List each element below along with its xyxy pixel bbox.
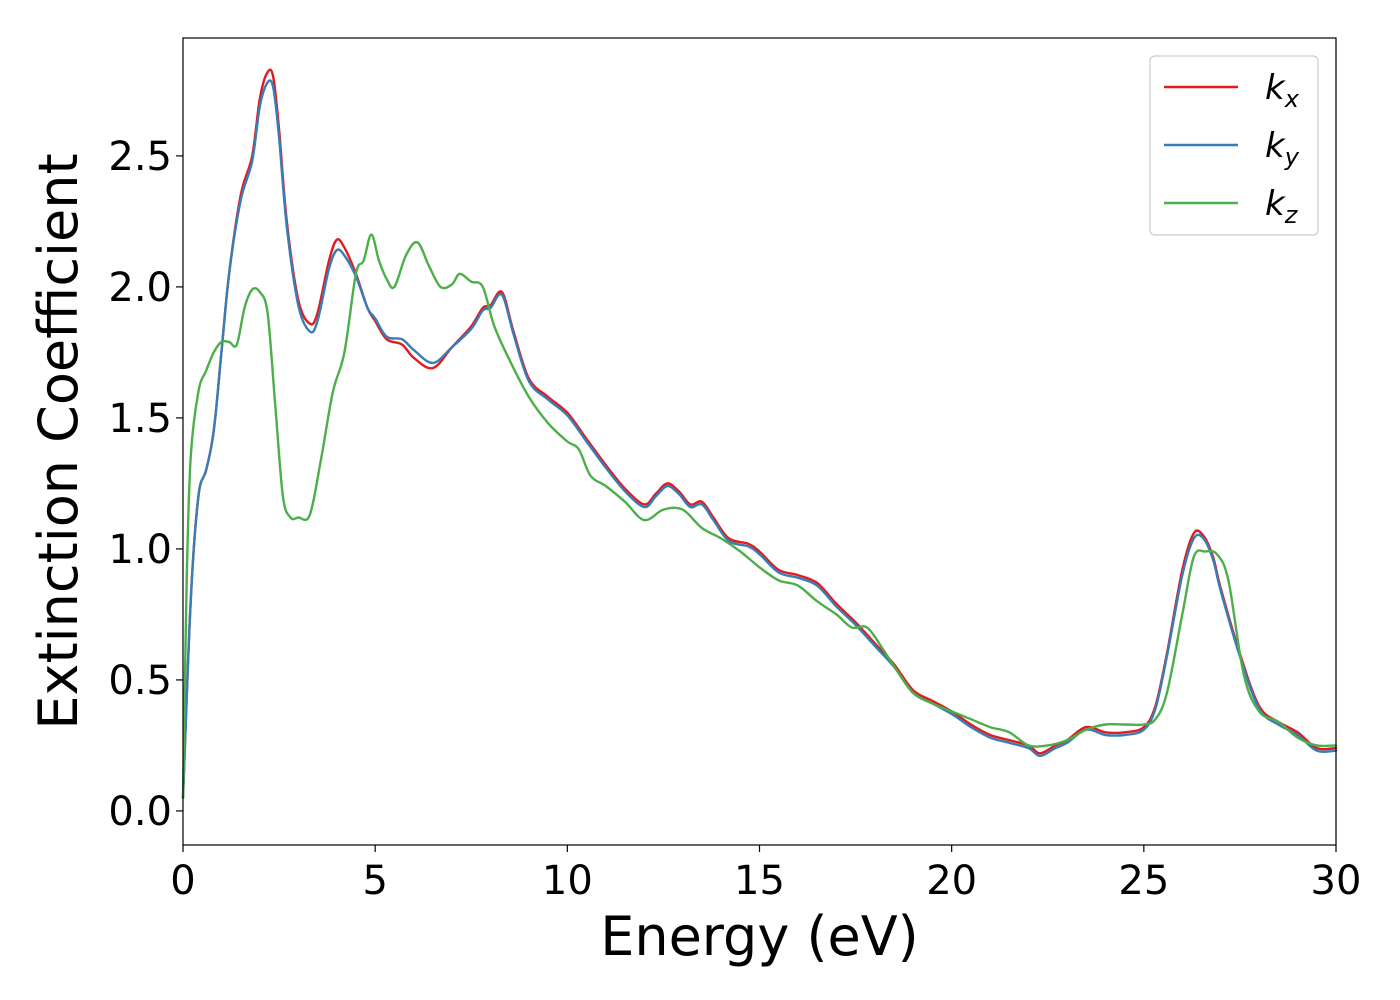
series-line-kz (181, 233, 1338, 799)
series-layer (181, 68, 1338, 799)
x-tick-label: 20 (926, 858, 977, 904)
x-axis-ticks: 0 5 10 15 20 25 30 (170, 845, 1361, 904)
x-tick-label: 5 (362, 858, 387, 904)
y-tick-label: 2.0 (108, 265, 172, 311)
x-tick-label: 30 (1311, 858, 1362, 904)
y-tick-label: 0.0 (108, 789, 172, 835)
y-tick-label: 1.0 (108, 527, 172, 573)
x-tick-label: 10 (542, 858, 593, 904)
y-tick-label: 0.5 (108, 658, 172, 704)
y-axis-label: Extinction Coefficient (27, 153, 90, 729)
x-axis-label: Energy (eV) (600, 905, 919, 968)
y-tick-label: 2.5 (108, 134, 172, 180)
x-tick-label: 15 (734, 858, 785, 904)
x-tick-label: 0 (170, 858, 195, 904)
y-axis-ticks: 0.0 0.5 1.0 1.5 2.0 2.5 (108, 134, 183, 835)
x-tick-label: 25 (1118, 858, 1169, 904)
y-tick-label: 1.5 (108, 396, 172, 442)
series-line-ky (181, 79, 1338, 799)
